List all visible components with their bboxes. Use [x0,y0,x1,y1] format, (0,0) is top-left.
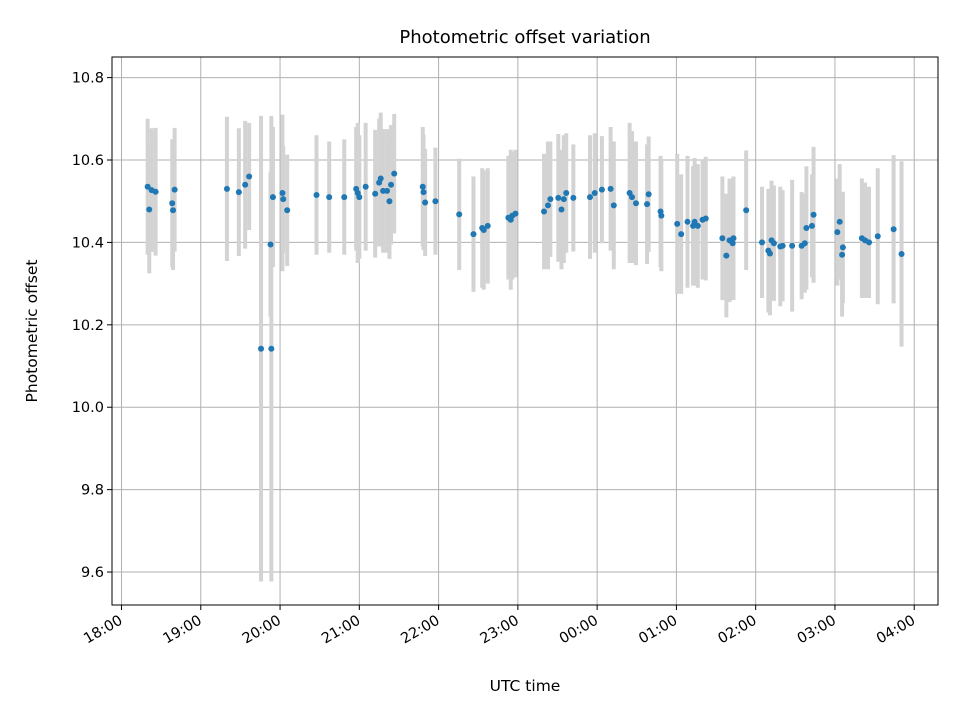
data-point [268,345,275,352]
data-point [808,222,815,229]
data-point [836,218,843,225]
data-point [377,175,384,182]
data-point [470,231,477,238]
grid-lines [112,57,938,605]
data-point [810,211,817,218]
data-point [246,173,253,180]
data-point [632,200,639,207]
data-point [386,198,393,205]
chart-title: Photometric offset variation [399,27,650,48]
data-point [684,218,691,225]
data-point [898,250,905,257]
data-point [242,181,249,188]
data-point [362,183,369,190]
data-point [269,194,276,201]
data-point [598,186,605,193]
data-point [512,210,519,217]
data-point [839,251,846,258]
data-point [587,194,594,201]
data-point [558,206,565,213]
y-tick-label: 9.8 [81,483,104,499]
data-point [284,207,291,214]
data-point [674,220,681,227]
x-axis-label: UTC time [490,677,561,695]
data-point [801,240,808,247]
data-point [839,244,846,251]
y-tick-label: 10.4 [72,235,104,251]
data-point [170,207,177,214]
data-point [267,241,274,248]
data-point [789,242,796,249]
data-point [280,196,287,203]
y-tick-label: 10.0 [72,400,104,416]
data-point [544,202,551,209]
data-point [610,202,617,209]
data-point [560,196,567,203]
data-point [607,185,614,192]
data-point [547,196,554,203]
data-point [341,194,348,201]
data-point [456,211,463,218]
data-point [235,189,242,196]
data-point [866,239,873,246]
data-point [223,185,230,192]
data-point [422,199,429,206]
data-point [171,186,178,193]
data-point [759,239,766,246]
data-point [591,189,598,196]
data-point [563,189,570,196]
data-point [729,240,736,247]
data-point [570,194,577,201]
data-point [372,190,379,197]
data-point [658,212,665,219]
data-points [144,170,905,352]
data-point [313,192,320,199]
data-point [326,194,333,201]
data-point [356,194,363,201]
data-point [691,218,698,225]
data-point [702,215,709,222]
data-point [419,183,426,190]
data-point [152,188,159,195]
data-point [743,207,750,214]
data-point [723,252,730,259]
data-point [541,208,548,215]
data-point [719,235,726,242]
data-point [694,222,701,229]
data-point [146,206,153,213]
data-point [555,194,562,201]
data-point [644,201,651,208]
data-point [258,345,265,352]
data-point [388,181,395,188]
data-point [629,194,636,201]
data-point [678,231,685,238]
plot-area [112,57,938,605]
data-point [480,227,487,234]
data-point [766,250,773,257]
data-point [770,240,777,247]
y-tick-label: 10.6 [72,153,104,169]
data-point [432,198,439,205]
y-axis-ticks: 9.6 9.8 10.0 10.2 10.4 10.6 10.8 [72,71,112,581]
data-point [391,170,398,177]
y-tick-label: 10.8 [72,71,104,87]
data-point [890,226,897,233]
data-point [169,200,176,207]
data-point [645,191,652,198]
y-tick-label: 10.2 [72,318,104,334]
data-point [279,189,286,196]
y-tick-label: 9.6 [81,565,104,581]
data-point [730,235,737,242]
data-point [384,187,391,194]
data-point [874,233,881,240]
data-point [484,222,491,229]
data-point [779,242,786,249]
plot-frame [111,56,939,606]
data-point [144,183,151,190]
data-point [420,189,427,196]
data-point [803,224,810,231]
data-point [834,229,841,236]
y-axis-label: Photometric offset [23,260,41,403]
